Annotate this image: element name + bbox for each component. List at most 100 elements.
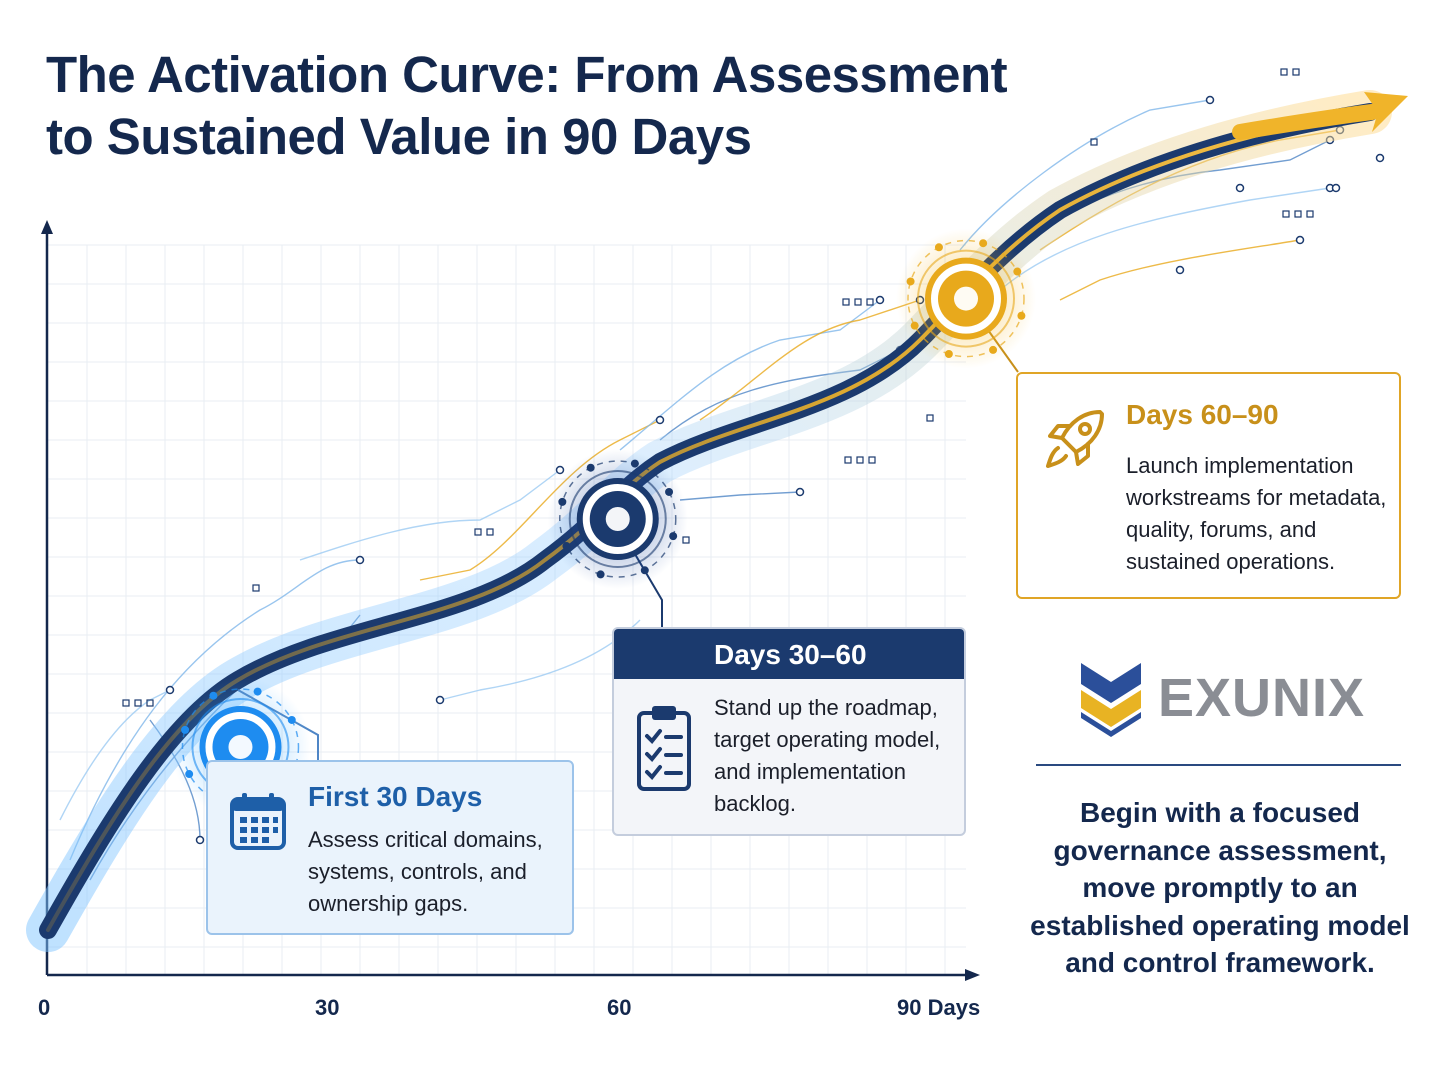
milestone-dot bbox=[910, 321, 919, 330]
rocket-icon bbox=[1046, 410, 1104, 468]
circuit-node bbox=[1331, 183, 1341, 193]
card-third-line: quality, forums, and bbox=[1126, 517, 1317, 542]
milestone-dot bbox=[181, 725, 190, 734]
tagline-line: and control framework. bbox=[1065, 947, 1375, 978]
chevron-logo-icon bbox=[1081, 663, 1141, 737]
milestone-dot bbox=[209, 691, 218, 700]
card-third-title: Days 60–90 bbox=[1126, 399, 1279, 430]
milestone-dot bbox=[669, 532, 678, 541]
card-second-header bbox=[614, 629, 964, 679]
card-first-line: ownership gaps. bbox=[308, 891, 469, 916]
circuit-square bbox=[926, 414, 934, 422]
brand-name: EXUNIX bbox=[1158, 668, 1366, 728]
card-first-line: Assess critical domains, bbox=[308, 827, 543, 852]
circuit-trace bbox=[419, 419, 661, 581]
card-third-line: sustained operations. bbox=[1126, 549, 1336, 574]
card-second-title: Days 30–60 bbox=[714, 639, 867, 670]
card-second-line: backlog. bbox=[714, 791, 796, 816]
milestone-dot bbox=[253, 687, 262, 696]
circuit-square bbox=[868, 456, 876, 464]
x-tick-60: 60 bbox=[607, 995, 632, 1020]
circuit-square bbox=[854, 298, 862, 306]
card-first-30-days: First 30 Days Assess critical domains, s… bbox=[206, 760, 574, 935]
tagline-line: governance assessment, bbox=[1053, 834, 1387, 866]
card-second-line: and implementation bbox=[714, 759, 907, 784]
circuit-node bbox=[1175, 265, 1185, 275]
circuit-node bbox=[165, 685, 175, 695]
circuit-square bbox=[1282, 210, 1290, 218]
circuit-square bbox=[1306, 210, 1314, 218]
circuit-square bbox=[1294, 210, 1302, 218]
card-first-line: systems, controls, and bbox=[308, 859, 527, 884]
circuit-node bbox=[1375, 153, 1385, 163]
brand-divider bbox=[1036, 764, 1401, 766]
card-days-30-60: Days 30–60 Stand up the roadmap, target … bbox=[612, 627, 966, 836]
circuit-trace bbox=[699, 299, 921, 421]
milestone-marker bbox=[547, 449, 688, 589]
circuit-node bbox=[435, 695, 445, 705]
milestone-dashed-ring bbox=[907, 239, 1025, 358]
milestone-dot bbox=[979, 239, 988, 248]
card-third-text: Launch implementation workstreams for me… bbox=[1126, 450, 1386, 578]
milestone-outer-ring bbox=[568, 470, 667, 568]
circuit-trace bbox=[69, 559, 361, 861]
circuit-node bbox=[875, 295, 885, 305]
circuit-trace bbox=[959, 99, 1211, 251]
card-first-text: Assess critical domains, systems, contro… bbox=[308, 824, 543, 920]
x-tick-90: 90 Days bbox=[897, 995, 981, 1020]
circuit-square bbox=[1292, 68, 1300, 76]
circuit-node bbox=[555, 465, 565, 475]
circuit-trace bbox=[679, 491, 801, 501]
tagline-line: Begin with a focused bbox=[1079, 797, 1361, 828]
circuit-node bbox=[1235, 183, 1245, 193]
milestone-outer-ring bbox=[917, 249, 1015, 348]
circuit-node bbox=[795, 487, 805, 497]
milestone-dot bbox=[558, 497, 567, 506]
circuit-square bbox=[486, 528, 494, 536]
circuit-node bbox=[1295, 235, 1305, 245]
circuit-square bbox=[134, 699, 142, 707]
title-line-2: to Sustained Value in 90 Days bbox=[46, 108, 752, 165]
circuit-square bbox=[844, 456, 852, 464]
circuit-trace bbox=[439, 619, 641, 701]
milestone-dot bbox=[1017, 311, 1026, 320]
tagline: Begin with a focused governance assessme… bbox=[1020, 794, 1420, 982]
circuit-square bbox=[1280, 68, 1288, 76]
x-axis-arrow bbox=[965, 969, 980, 981]
circuit-square bbox=[146, 699, 154, 707]
circuit-trace bbox=[299, 469, 561, 561]
calendar-icon bbox=[230, 793, 286, 850]
milestone-dot bbox=[630, 459, 639, 468]
circuit-node bbox=[655, 415, 665, 425]
milestone-marker bbox=[896, 228, 1036, 369]
circuit-node bbox=[1205, 95, 1215, 105]
milestone-dot bbox=[596, 570, 605, 579]
x-tick-0: 0 bbox=[38, 995, 51, 1020]
milestone-center bbox=[605, 507, 630, 531]
circuit-square bbox=[842, 298, 850, 306]
milestone-center bbox=[954, 286, 978, 311]
title-line-1: The Activation Curve: From Assessment bbox=[46, 46, 1008, 103]
circuit-node bbox=[355, 555, 365, 565]
circuit-trace bbox=[1059, 239, 1301, 301]
circuit-square bbox=[252, 584, 260, 592]
milestone-dot bbox=[665, 487, 674, 496]
milestone-dot bbox=[906, 277, 915, 286]
milestone-dot bbox=[640, 566, 649, 575]
card-first-title: First 30 Days bbox=[308, 781, 483, 812]
milestone-dot bbox=[185, 770, 194, 779]
milestone-dashed-ring bbox=[558, 460, 677, 578]
circuit-square bbox=[856, 456, 864, 464]
tagline-line: move promptly to an bbox=[1082, 872, 1358, 903]
circuit-square bbox=[474, 528, 482, 536]
circuit-trace bbox=[619, 299, 881, 451]
page-title: The Activation Curve: From Assessment to… bbox=[46, 44, 1046, 168]
y-axis-arrow bbox=[41, 220, 53, 234]
milestone-dot bbox=[989, 345, 998, 354]
circuit-square bbox=[866, 298, 874, 306]
card-second-line: Stand up the roadmap, bbox=[714, 695, 938, 720]
clipboard-checklist-icon bbox=[637, 706, 691, 791]
card-second-text: Stand up the roadmap, target operating m… bbox=[714, 692, 940, 820]
curve-arrow-shaft bbox=[1232, 104, 1380, 140]
tagline-line: established operating model bbox=[1030, 909, 1410, 941]
